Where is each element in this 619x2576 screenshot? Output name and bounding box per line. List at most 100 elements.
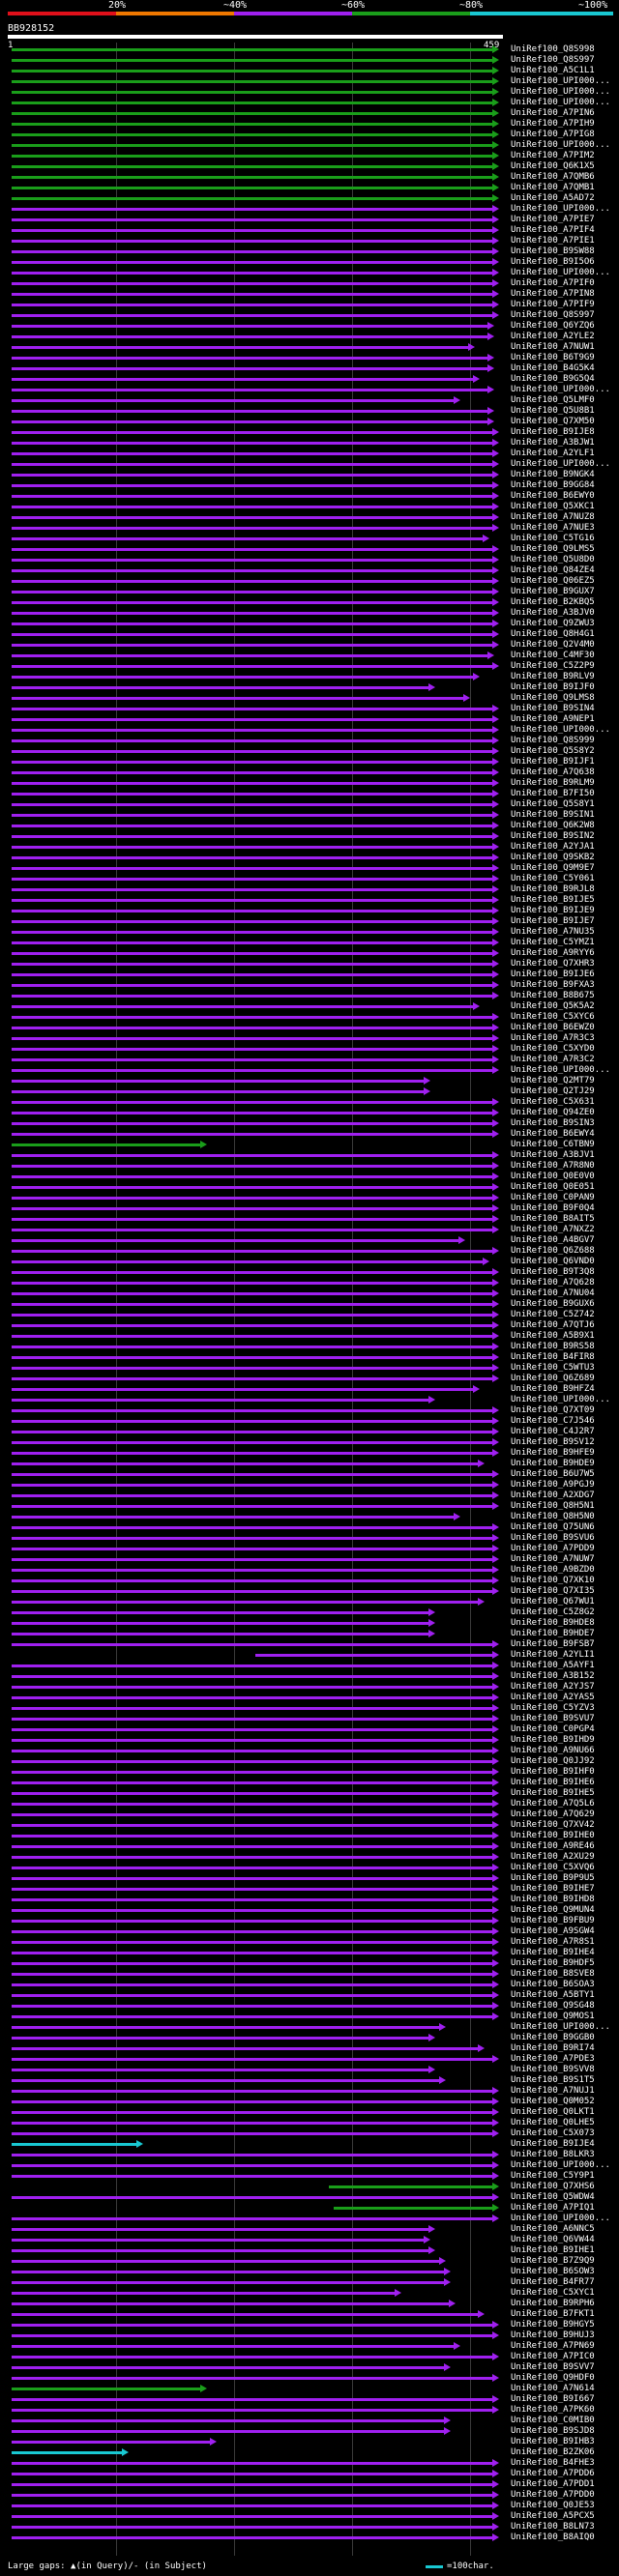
hit-alignment-line[interactable] (12, 495, 493, 498)
hit-alignment-line[interactable] (12, 2419, 445, 2422)
hit-alignment-line[interactable] (12, 1314, 493, 1317)
hit-row[interactable]: UniRef100_B6U7W5 (0, 1469, 619, 1480)
hit-alignment-line[interactable] (12, 1303, 493, 1306)
hit-name-link[interactable]: UniRef100_A7Q5L6 (511, 1799, 595, 1809)
hit-name-link[interactable]: UniRef100_A2XU29 (511, 1852, 595, 1862)
hit-alignment-line[interactable] (12, 1356, 493, 1359)
hit-name-link[interactable]: UniRef100_B9SVU6 (511, 1533, 595, 1543)
hit-name-link[interactable]: UniRef100_B9SVV7 (511, 2362, 595, 2372)
hit-row[interactable]: UniRef100_B9IJE9 (0, 906, 619, 916)
hit-row[interactable]: UniRef100_B9HFE9 (0, 1448, 619, 1459)
hit-alignment-line[interactable] (12, 1898, 493, 1901)
hit-alignment-line[interactable] (12, 346, 469, 349)
hit-name-link[interactable]: UniRef100_A7NUJ1 (511, 2086, 595, 2096)
hit-row[interactable]: UniRef100_B9T3Q8 (0, 1267, 619, 1278)
hit-alignment-line[interactable] (12, 1824, 493, 1827)
hit-row[interactable]: UniRef100_B6SOW3 (0, 2267, 619, 2277)
hit-alignment-line[interactable] (12, 984, 493, 987)
hit-alignment-line[interactable] (12, 644, 493, 647)
hit-row[interactable]: UniRef100_Q7XT09 (0, 1405, 619, 1416)
hit-name-link[interactable]: UniRef100_Q7XT09 (511, 1405, 595, 1415)
hit-row[interactable]: UniRef100_A5AD72 (0, 193, 619, 204)
hit-row[interactable]: UniRef100_A7PIN8 (0, 289, 619, 300)
hit-name-link[interactable]: UniRef100_B9HDE7 (511, 1629, 595, 1638)
hit-alignment-line[interactable] (12, 1579, 493, 1582)
hit-name-link[interactable]: UniRef100_A5BTY1 (511, 1990, 595, 2000)
hit-name-link[interactable]: UniRef100_B9I667 (511, 2394, 595, 2404)
hit-row[interactable]: UniRef100_Q9ZWU3 (0, 619, 619, 629)
hit-row[interactable]: UniRef100_B9RLV9 (0, 672, 619, 682)
hit-name-link[interactable]: UniRef100_Q0E051 (511, 1182, 595, 1192)
hit-row[interactable]: UniRef100_A7PIE7 (0, 215, 619, 225)
hit-row[interactable]: UniRef100_Q5K5A2 (0, 1001, 619, 1012)
hit-alignment-line[interactable] (12, 2079, 440, 2082)
hit-row[interactable]: UniRef100_A7PIF4 (0, 225, 619, 236)
hit-alignment-line[interactable] (12, 973, 493, 976)
hit-name-link[interactable]: UniRef100_A7R3C2 (511, 1055, 595, 1064)
hit-name-link[interactable]: UniRef100_B9IHE6 (511, 1778, 595, 1787)
hit-alignment-line[interactable] (255, 1654, 493, 1657)
hit-alignment-line[interactable] (12, 1739, 493, 1742)
hit-row[interactable]: UniRef100_UPI000... (0, 459, 619, 470)
hit-name-link[interactable]: UniRef100_Q7XV42 (511, 1820, 595, 1830)
hit-alignment-line[interactable] (12, 240, 493, 243)
hit-name-link[interactable]: UniRef100_B8AIQ0 (511, 2533, 595, 2542)
hit-row[interactable]: UniRef100_B8LN73 (0, 2522, 619, 2533)
hit-alignment-line[interactable] (12, 1473, 493, 1476)
hit-alignment-line[interactable] (12, 1250, 493, 1253)
hit-name-link[interactable]: UniRef100_A7PIM2 (511, 151, 595, 160)
hit-alignment-line[interactable] (12, 452, 493, 455)
hit-alignment-line[interactable] (12, 569, 493, 572)
hit-alignment-line[interactable] (12, 1069, 493, 1072)
hit-row[interactable]: UniRef100_B9HDE7 (0, 1629, 619, 1639)
hit-row[interactable]: UniRef100_B4FIR8 (0, 1352, 619, 1363)
hit-alignment-line[interactable] (12, 1696, 493, 1699)
hit-alignment-line[interactable] (12, 250, 493, 253)
hit-name-link[interactable]: UniRef100_B9GUX6 (511, 1299, 595, 1309)
hit-row[interactable]: UniRef100_Q94ZE0 (0, 1108, 619, 1118)
hit-alignment-line[interactable] (12, 314, 493, 317)
hit-alignment-line[interactable] (12, 133, 493, 136)
hit-row[interactable]: UniRef100_Q0E0V0 (0, 1172, 619, 1182)
hit-row[interactable]: UniRef100_Q5S8Y2 (0, 746, 619, 757)
hit-alignment-line[interactable] (333, 2207, 493, 2210)
hit-row[interactable]: UniRef100_Q9LMS5 (0, 544, 619, 555)
hit-row[interactable]: UniRef100_A6NNC5 (0, 2224, 619, 2235)
hit-name-link[interactable]: UniRef100_A5B9X1 (511, 1331, 595, 1341)
hit-alignment-line[interactable] (12, 1165, 493, 1168)
hit-alignment-line[interactable] (12, 2462, 493, 2465)
hit-alignment-line[interactable] (12, 633, 493, 636)
hit-alignment-line[interactable] (12, 814, 493, 817)
hit-row[interactable]: UniRef100_B9IHD9 (0, 1735, 619, 1746)
hit-name-link[interactable]: UniRef100_A9NEP1 (511, 714, 595, 724)
hit-name-link[interactable]: UniRef100_B9SV12 (511, 1437, 595, 1447)
hit-alignment-line[interactable] (12, 101, 493, 104)
hit-alignment-line[interactable] (12, 1781, 493, 1784)
hit-alignment-line[interactable] (12, 846, 493, 849)
hit-alignment-line[interactable] (12, 2228, 430, 2231)
hit-name-link[interactable]: UniRef100_Q5S8Y1 (511, 799, 595, 809)
hit-alignment-line[interactable] (12, 899, 493, 902)
hit-alignment-line[interactable] (12, 1803, 493, 1806)
hit-name-link[interactable]: UniRef100_Q0LKT1 (511, 2107, 595, 2117)
hit-row[interactable]: UniRef100_A7PIN6 (0, 108, 619, 119)
hit-row[interactable]: UniRef100_B9IJE6 (0, 970, 619, 980)
hit-name-link[interactable]: UniRef100_B2KBQ5 (511, 597, 595, 607)
hit-row[interactable]: UniRef100_UPI000... (0, 140, 619, 151)
hit-alignment-line[interactable] (12, 1175, 493, 1178)
hit-name-link[interactable]: UniRef100_A7NUZ8 (511, 512, 595, 522)
hit-alignment-line[interactable] (12, 59, 493, 62)
hit-alignment-line[interactable] (12, 1229, 493, 1231)
hit-row[interactable]: UniRef100_A7PDD9 (0, 1544, 619, 1554)
hit-name-link[interactable]: UniRef100_A7PIF4 (511, 225, 595, 235)
hit-row[interactable]: UniRef100_A7PDE3 (0, 2054, 619, 2065)
hit-name-link[interactable]: UniRef100_B9RLV9 (511, 672, 595, 681)
hit-row[interactable]: UniRef100_A7NU04 (0, 1288, 619, 1299)
hit-alignment-line[interactable] (12, 1835, 493, 1838)
hit-row[interactable]: UniRef100_B9RPH6 (0, 2299, 619, 2309)
hit-row[interactable]: UniRef100_B8B675 (0, 991, 619, 1001)
hit-alignment-line[interactable] (12, 2430, 445, 2433)
hit-row[interactable]: UniRef100_B8AIQ0 (0, 2533, 619, 2543)
hit-name-link[interactable]: UniRef100_C5Y061 (511, 874, 595, 883)
hit-name-link[interactable]: UniRef100_C5YMZ1 (511, 938, 595, 947)
